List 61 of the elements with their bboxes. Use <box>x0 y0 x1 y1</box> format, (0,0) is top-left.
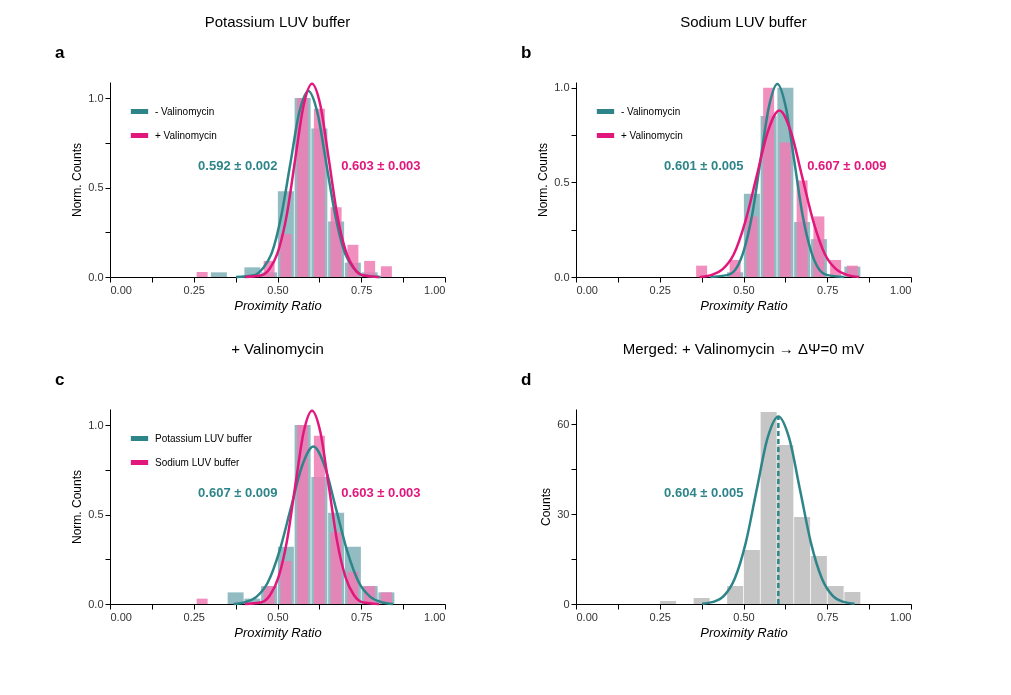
legend-label: Sodium LUV buffer <box>155 456 240 468</box>
annotation: 0.607 ± 0.009 <box>807 157 887 173</box>
x-tick-label: 0.25 <box>183 610 205 623</box>
x-tick-label: 1.00 <box>424 610 446 623</box>
y-axis-title: Norm. Counts <box>70 142 85 218</box>
y-tick-label: 60 <box>557 417 570 430</box>
x-tick-label: 0.00 <box>576 283 598 296</box>
y-tick-label: 1.0 <box>88 418 104 431</box>
x-axis-title: Proximity Ratio <box>234 297 322 313</box>
x-tick-label: 0.50 <box>267 283 289 296</box>
x-tick-label: 0.25 <box>649 283 671 296</box>
annotation: 0.604 ± 0.005 <box>664 484 744 500</box>
text: d <box>521 370 532 389</box>
x-tick-label: 0.25 <box>649 610 671 623</box>
x-tick-label: 0.25 <box>183 283 205 296</box>
x-tick-label: 0.50 <box>267 610 289 623</box>
y-axis-title: Norm. Counts <box>536 142 551 218</box>
x-tick-label: 0.00 <box>110 283 132 296</box>
legend-label: - Valinomycin <box>621 105 681 117</box>
x-tick-label: 0.00 <box>110 610 132 623</box>
y-tick-label: 30 <box>557 507 570 520</box>
y-tick-label: 1.0 <box>554 81 570 94</box>
chart-title: + Valinomycin <box>231 340 324 357</box>
x-tick-label: 1.00 <box>890 283 912 296</box>
y-tick-label: 0.5 <box>88 181 104 194</box>
x-tick-label: 0.50 <box>733 283 755 296</box>
legend-label: Potassium LUV buffer <box>155 432 253 444</box>
annotation: 0.592 ± 0.002 <box>198 157 278 173</box>
x-tick-label: 0.75 <box>351 610 373 623</box>
y-tick-label: 1.0 <box>88 91 104 104</box>
y-axis-title: Counts <box>539 487 554 527</box>
x-tick-label: 1.00 <box>424 283 446 296</box>
x-axis-title: Proximity Ratio <box>234 624 322 640</box>
y-tick-label: 0.0 <box>88 597 104 610</box>
chart-title: Merged: + Valinomycin → ΔΨ=0 mV <box>622 340 865 357</box>
chart-title: Potassium LUV buffer <box>204 13 351 30</box>
y-tick-label: 0.5 <box>88 508 104 521</box>
annotation: 0.601 ± 0.005 <box>664 157 744 173</box>
y-tick-label: 0.5 <box>554 175 570 188</box>
x-tick-label: 0.00 <box>576 610 598 623</box>
x-tick-label: 0.75 <box>817 610 839 623</box>
x-tick-label: 0.75 <box>817 283 839 296</box>
text: c <box>55 370 65 389</box>
x-axis-title: Proximity Ratio <box>700 297 788 313</box>
text: b <box>521 43 532 62</box>
y-axis-title: Norm. Counts <box>70 469 85 545</box>
y-tick-label: 0.0 <box>554 270 570 283</box>
legend-label: + Valinomycin <box>155 129 217 141</box>
annotation: 0.607 ± 0.009 <box>198 484 278 500</box>
annotation: 0.603 ± 0.003 <box>341 484 421 500</box>
x-tick-label: 0.50 <box>733 610 755 623</box>
chart-title: Sodium LUV buffer <box>680 13 807 30</box>
text: a <box>55 43 65 62</box>
y-tick-label: 0 <box>563 597 570 610</box>
annotation: 0.603 ± 0.003 <box>341 157 421 173</box>
legend-label: - Valinomycin <box>155 105 215 117</box>
x-axis-title: Proximity Ratio <box>700 624 788 640</box>
y-tick-label: 0.0 <box>88 270 104 283</box>
x-tick-label: 0.75 <box>351 283 373 296</box>
legend-label: + Valinomycin <box>621 129 683 141</box>
x-tick-label: 1.00 <box>890 610 912 623</box>
